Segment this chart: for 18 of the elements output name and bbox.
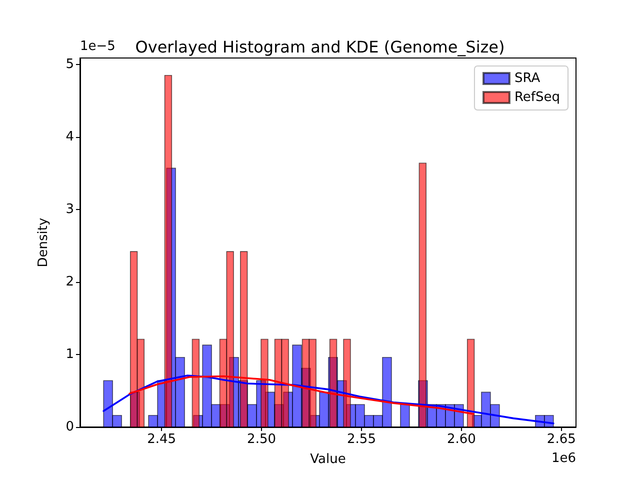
legend-label: RefSeq — [514, 90, 560, 105]
y-tick-label: 2 — [66, 274, 74, 290]
x-tick-label: 2.60 — [446, 432, 476, 447]
x-tick-label: 2.45 — [147, 432, 176, 447]
y-tick-label: 0 — [66, 420, 74, 434]
y-tick-label: 1 — [66, 347, 74, 362]
text: 1e6 — [551, 451, 576, 466]
chart-title: Overlayed Histogram and KDE (Genome_Size) — [135, 38, 505, 56]
y-tick-label: 4 — [66, 130, 74, 145]
y-tick-label: 3 — [66, 202, 74, 218]
y-axis-title: Density — [36, 217, 51, 268]
text: 1e−5 — [80, 39, 116, 54]
legend-label: SRA — [514, 71, 540, 86]
x-tick-label: 2.65 — [546, 432, 576, 447]
x-axis-title: Value — [310, 452, 346, 467]
y-tick-label: 5 — [66, 57, 74, 72]
x-tick-label: 2.55 — [347, 432, 376, 447]
x-tick-label: 2.50 — [247, 432, 276, 447]
